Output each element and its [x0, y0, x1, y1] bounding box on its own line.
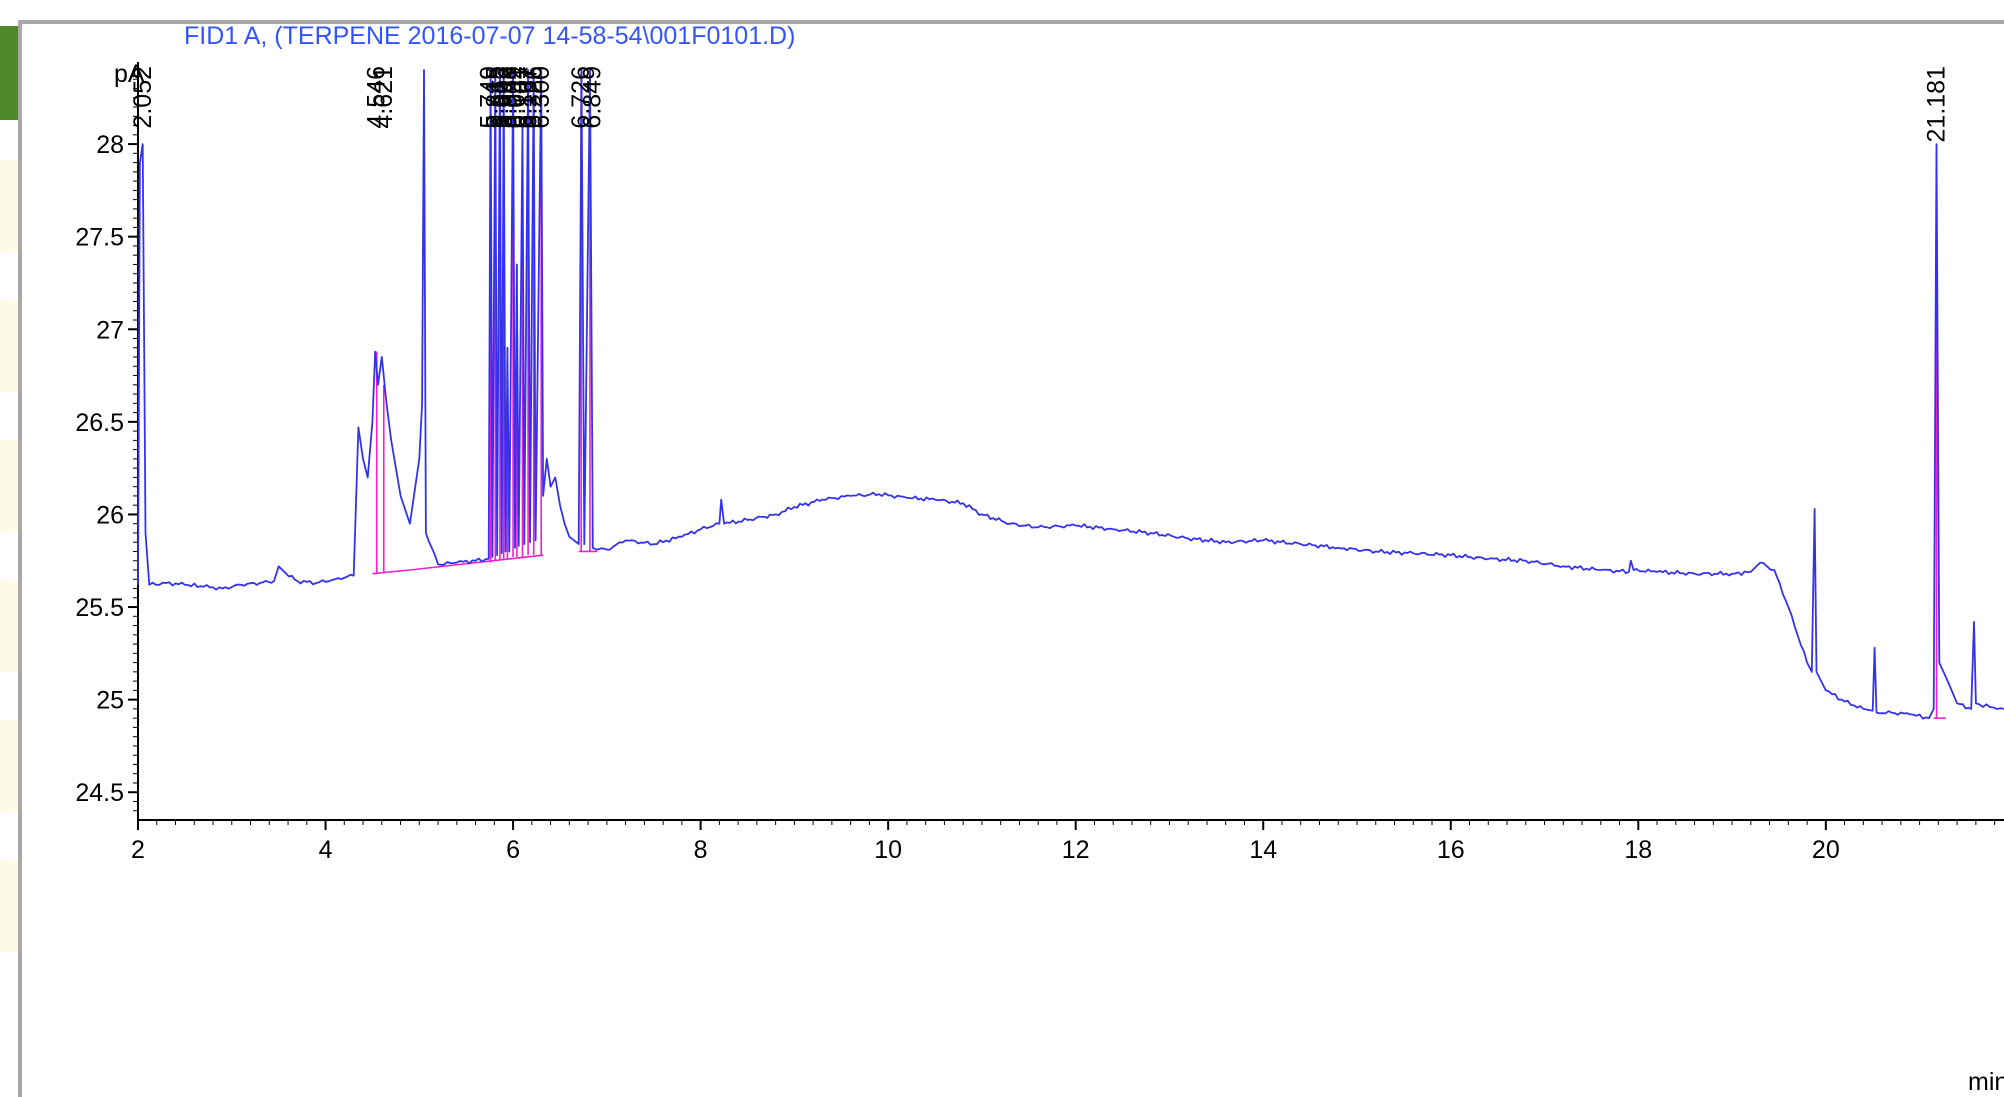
peak-label: 5.863: [486, 66, 514, 129]
signal-trace: [137, 69, 2004, 720]
signal-line: [137, 69, 2004, 720]
peak-label: 6.041: [503, 66, 531, 129]
peak-label: 6.300: [527, 66, 555, 129]
side-panel-cell: [0, 860, 18, 952]
baseline-segment: [409, 554, 544, 571]
peak-label: 6.849: [579, 66, 607, 129]
x-tick-label: 6: [506, 836, 520, 864]
y-tick-label: 28: [96, 131, 124, 159]
x-tick-label: 8: [694, 836, 708, 864]
side-panel-accent: [0, 26, 18, 120]
x-axis-label: min: [1968, 1068, 2004, 1096]
side-panel-cell: [0, 580, 18, 672]
side-panel-cell: [0, 440, 18, 532]
y-tick-label: 26: [96, 501, 124, 529]
peak-label: 5.815: [481, 66, 509, 129]
peak-label: 6.107: [509, 66, 537, 129]
y-tick-label: 24.5: [75, 779, 124, 807]
peak-label: 5.948: [494, 66, 522, 129]
x-tick-label: 12: [1062, 836, 1090, 864]
baselines: [372, 70, 1946, 719]
x-tick-label: 18: [1624, 836, 1652, 864]
y-tick-label: 27.5: [75, 224, 124, 252]
x-tick-label: 4: [319, 836, 333, 864]
peak-label: 6.167: [515, 66, 543, 129]
x-tick-label: 10: [874, 836, 902, 864]
chart-frame: FID1 A, (TERPENE 2016-07-07 14-58-54\001…: [18, 20, 2004, 1097]
peak-label: 21.181: [1923, 66, 1951, 142]
peak-label: 6.226: [520, 66, 548, 129]
y-tick-label: 26.5: [75, 409, 124, 437]
chromatogram-chart: FID1 A, (TERPENE 2016-07-07 14-58-54\001…: [75, 24, 2004, 1096]
chart-title: FID1 A, (TERPENE 2016-07-07 14-58-54\001…: [184, 24, 795, 50]
x-tick-label: 20: [1812, 836, 1840, 864]
y-tick-label: 27: [96, 316, 124, 344]
x-tick-label: 14: [1249, 836, 1277, 864]
peak-label: 5.749: [476, 66, 504, 129]
x-tick-label: 16: [1437, 836, 1465, 864]
axes: 2 4 6 8 10 12 14 16 18 20 24.5 25 25.5 26 26.5 27 27.5 28: [75, 62, 2004, 864]
y-tick-label: 25: [96, 687, 124, 715]
x-tick-label: 2: [131, 836, 145, 864]
side-panel-cell: [0, 300, 18, 392]
y-axis-label: pA: [114, 60, 145, 88]
side-panel-cell: [0, 160, 18, 252]
peak-label: 5.903: [490, 66, 518, 129]
baseline-segment: [372, 569, 411, 575]
peak-label: 6.002: [500, 66, 528, 129]
peak-label: 2.052: [129, 66, 157, 129]
side-panel-strip: [0, 0, 18, 1097]
peak-label: 4.621: [370, 66, 398, 129]
peak-label: 4.546: [363, 66, 391, 129]
y-tick-label: 25.5: [75, 594, 124, 622]
peak-label: 6.726: [567, 66, 595, 129]
side-panel-cell: [0, 720, 18, 812]
